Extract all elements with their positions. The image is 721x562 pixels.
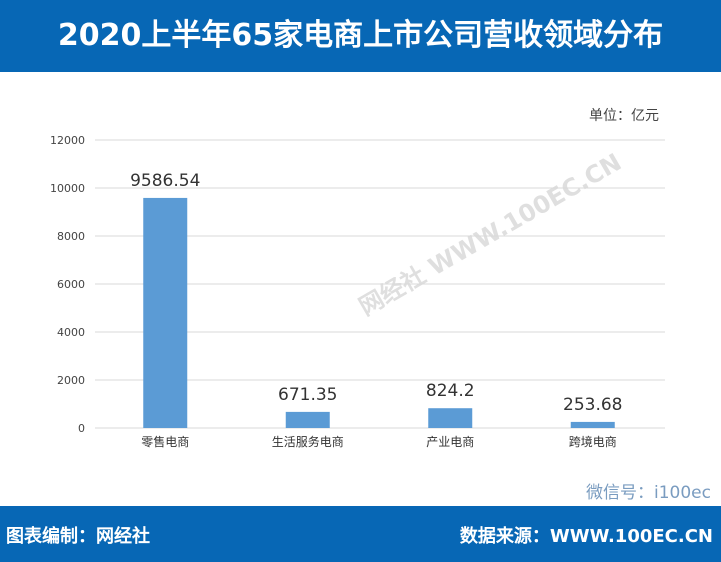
data-label: 9586.54	[130, 171, 200, 191]
y-tick-label: 8000	[57, 230, 85, 243]
x-tick-label: 零售电商	[141, 434, 189, 449]
chart-title: 2020上半年65家电商上市公司营收领域分布	[0, 0, 721, 72]
footer-source: 数据来源：WWW.100EC.CN	[459, 526, 713, 547]
footer-credit: 图表编制：网经社	[6, 526, 150, 547]
data-label: 671.35	[278, 385, 337, 405]
x-tick-label: 产业电商	[426, 434, 474, 449]
bar	[143, 197, 188, 428]
data-label: 253.68	[563, 395, 622, 415]
x-tick-label: 跨境电商	[569, 434, 617, 449]
unit-label: 单位：亿元	[589, 108, 659, 124]
y-tick-label: 6000	[57, 278, 85, 291]
y-tick-label: 2000	[57, 374, 85, 387]
footer: 图表编制：网经社 数据来源：WWW.100EC.CN	[0, 506, 721, 562]
footer-wechat-overlay: 微信号：i100ec	[586, 483, 711, 503]
bar	[285, 411, 330, 428]
y-tick-label: 0	[78, 422, 85, 435]
bar	[428, 408, 473, 428]
y-tick-label: 4000	[57, 326, 85, 339]
y-tick-label: 10000	[50, 182, 85, 195]
y-tick-label: 12000	[50, 134, 85, 147]
x-tick-label: 生活服务电商	[272, 434, 344, 449]
bar	[570, 421, 615, 428]
data-label: 824.2	[426, 381, 475, 401]
